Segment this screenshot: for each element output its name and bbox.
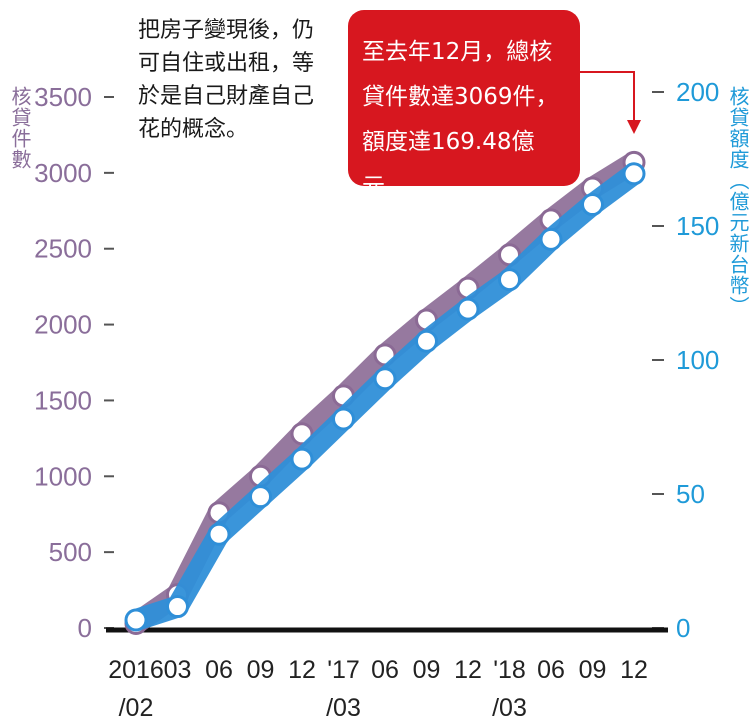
series-point-2: [498, 268, 521, 292]
x-tick-label: 2016/02: [108, 656, 164, 722]
series-point-2: [249, 485, 272, 509]
series-point-2: [166, 595, 189, 619]
series-point-2: [581, 193, 604, 217]
left-tick-label: 3000: [34, 158, 92, 188]
series-point-2: [373, 367, 397, 391]
x-tick-label: 09: [579, 656, 607, 684]
x-tick-label: '17/03: [326, 656, 361, 722]
left-axis: 0 500 1000 1500 2000 2500 3000 3500: [34, 82, 114, 643]
series-point-2: [539, 227, 563, 251]
series-point-2: [207, 522, 231, 546]
series-point-2: [415, 329, 438, 353]
x-tick-label: 06: [205, 656, 233, 684]
callout-arrow: [580, 71, 641, 134]
x-tick-label: 06: [371, 656, 399, 684]
series-point-2: [622, 162, 646, 186]
x-tick-label: 09: [413, 656, 441, 684]
left-tick-label: 500: [49, 537, 92, 567]
note-text: 把房子變現後，仍 可自住或出租，等 於是自己財產自己 花的概念。: [138, 18, 315, 142]
series-layer: [124, 150, 646, 635]
arrow-line: [580, 71, 635, 122]
right-tick-label: 200: [676, 77, 719, 107]
x-tick-label: 09: [247, 656, 275, 684]
left-tick-label: 1500: [34, 385, 92, 415]
series-point-2: [456, 297, 480, 321]
series-point-2: [124, 608, 148, 632]
left-tick-label: 2000: [34, 310, 92, 340]
x-tick-label: 12: [454, 656, 482, 684]
x-tick-label: 03: [164, 656, 192, 684]
right-axis-title: 核貸額度（億元新台幣）: [726, 86, 750, 317]
series-point-1: [290, 422, 314, 446]
arrow-head: [627, 120, 641, 134]
callout-box: 至去年12月，總核 貸件數達3069件， 額度達169.48億元。: [348, 10, 580, 200]
right-axis: 0 50 100 150 200: [652, 77, 719, 643]
x-tick-label: 06: [537, 656, 565, 684]
left-axis-title: 核貸件數: [8, 86, 32, 170]
series-point-2: [290, 447, 314, 471]
x-tick-label: 12: [288, 656, 316, 684]
x-tick-label: 12: [620, 656, 648, 684]
left-tick-label: 1000: [34, 461, 92, 491]
right-tick-label: 0: [676, 613, 690, 643]
x-tick-label: '18/03: [492, 656, 527, 722]
left-tick-label: 3500: [34, 82, 92, 112]
right-tick-label: 100: [676, 345, 719, 375]
right-tick-label: 50: [676, 479, 705, 509]
left-tick-label: 0: [78, 613, 92, 643]
series-point-2: [332, 407, 355, 431]
left-tick-label: 2500: [34, 234, 92, 264]
right-tick-label: 150: [676, 211, 719, 241]
